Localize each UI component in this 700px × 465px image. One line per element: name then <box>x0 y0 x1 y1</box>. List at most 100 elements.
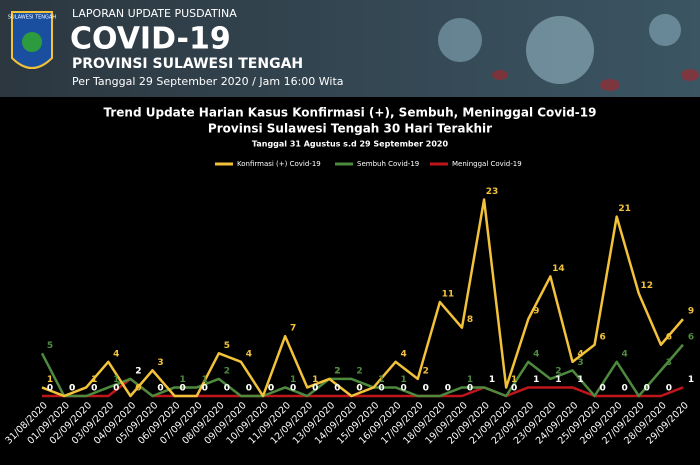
data-label: 1 <box>401 375 407 385</box>
legend-label: Meninggal Covid-19 <box>452 160 522 168</box>
data-label: 9 <box>533 307 539 317</box>
data-label: 1 <box>378 375 384 385</box>
data-label: 0 <box>467 384 473 394</box>
data-label: 6 <box>666 332 672 342</box>
logo-text: SULAWESI TENGAH <box>8 15 56 21</box>
data-label: 3 <box>666 358 672 368</box>
data-label: 1 <box>577 375 583 385</box>
legend-label: Konfirmasi (+) Covid-19 <box>237 160 321 168</box>
data-label: 6 <box>599 332 605 342</box>
data-label: 0 <box>334 384 340 394</box>
data-label: 3 <box>577 358 583 368</box>
data-label: 2 <box>356 366 362 376</box>
data-label: 0 <box>179 384 185 394</box>
data-label: 0 <box>246 384 252 394</box>
header-kicker: LAPORAN UPDATE PUSDATINA <box>72 7 237 20</box>
data-label: 0 <box>423 384 429 394</box>
series-line <box>41 198 684 398</box>
data-label: 4 <box>622 349 628 359</box>
data-label: 0 <box>47 384 53 394</box>
data-label: 0 <box>290 384 296 394</box>
data-label: 0 <box>202 384 208 394</box>
data-label: 0 <box>268 384 274 394</box>
data-label: 0 <box>69 384 75 394</box>
data-label: 4 <box>533 349 539 359</box>
data-label: 1 <box>47 375 53 385</box>
data-label: 2 <box>135 366 141 376</box>
data-label: 0 <box>224 384 230 394</box>
data-label: 1 <box>489 375 495 385</box>
data-label: 0 <box>401 384 407 394</box>
data-label: 0 <box>644 384 650 394</box>
data-label: 1 <box>467 375 473 385</box>
data-label: 2 <box>224 366 230 376</box>
data-label: 1 <box>489 375 495 385</box>
data-label: 0 <box>644 384 650 394</box>
virus-decoration <box>438 14 699 91</box>
data-label: 4 <box>577 349 583 359</box>
data-label: 0 <box>202 384 208 394</box>
data-label: 1 <box>113 375 119 385</box>
data-label: 0 <box>666 384 672 394</box>
data-label: 0 <box>599 384 605 394</box>
data-label: 4 <box>401 349 407 359</box>
data-label: 0 <box>179 384 185 394</box>
data-label: 0 <box>91 384 97 394</box>
legend-label: Sembuh Covid-19 <box>357 160 419 168</box>
data-label: 0 <box>246 384 252 394</box>
data-label: 0 <box>69 384 75 394</box>
data-label: 1 <box>511 375 517 385</box>
data-label: 1 <box>91 375 97 385</box>
data-label: 0 <box>135 384 141 394</box>
data-label: 1 <box>688 375 694 385</box>
data-label: 0 <box>378 384 384 394</box>
data-label: 8 <box>467 315 473 325</box>
data-label: 0 <box>157 384 163 394</box>
data-label: 0 <box>91 384 97 394</box>
data-label: 5 <box>47 341 53 351</box>
series-line <box>40 343 684 398</box>
data-label: 2 <box>423 366 429 376</box>
data-label: 0 <box>312 384 318 394</box>
data-label: 0 <box>445 384 451 394</box>
logo-emblem <box>22 32 42 52</box>
data-label: 0 <box>356 384 362 394</box>
chart-subtitle: Tanggal 31 Agustus s.d 29 September 2020 <box>252 140 449 149</box>
data-label: 5 <box>224 341 230 351</box>
chart-title: Provinsi Sulawesi Tengah 30 Hari Terakhi… <box>208 122 492 136</box>
data-label: 2 <box>555 366 561 376</box>
data-label: 1 <box>179 375 185 385</box>
data-label: 7 <box>290 324 296 334</box>
data-label: 0 <box>511 384 517 394</box>
data-label: 1 <box>533 375 539 385</box>
data-label: 6 <box>688 332 694 342</box>
header-date: Per Tanggal 29 September 2020 / Jam 16:0… <box>72 75 344 88</box>
data-label: 0 <box>622 384 628 394</box>
data-label: 0 <box>599 384 605 394</box>
data-label: 1 <box>312 375 318 385</box>
data-label: 0 <box>113 384 119 394</box>
data-label: 23 <box>486 187 499 197</box>
data-label: 0 <box>268 384 274 394</box>
data-label: 0 <box>268 384 274 394</box>
data-label: 2 <box>334 366 340 376</box>
data-label: 4 <box>113 349 119 359</box>
data-label: 0 <box>312 384 318 394</box>
header-subtitle: PROVINSI SULAWESI TENGAH <box>72 56 303 72</box>
data-label: 12 <box>641 281 654 291</box>
data-label: 0 <box>423 384 429 394</box>
data-label: 0 <box>356 384 362 394</box>
data-label: 1 <box>202 375 208 385</box>
data-label: 1 <box>555 375 561 385</box>
data-label: 0 <box>69 384 75 394</box>
data-label: 0 <box>511 384 517 394</box>
data-label: 21 <box>618 204 631 214</box>
data-label: 11 <box>442 290 455 300</box>
data-label: 0 <box>157 384 163 394</box>
data-label: 2 <box>135 366 141 376</box>
data-label: 9 <box>688 307 694 317</box>
data-label: 0 <box>445 384 451 394</box>
data-label: 14 <box>552 264 565 274</box>
data-label: 4 <box>246 349 252 359</box>
